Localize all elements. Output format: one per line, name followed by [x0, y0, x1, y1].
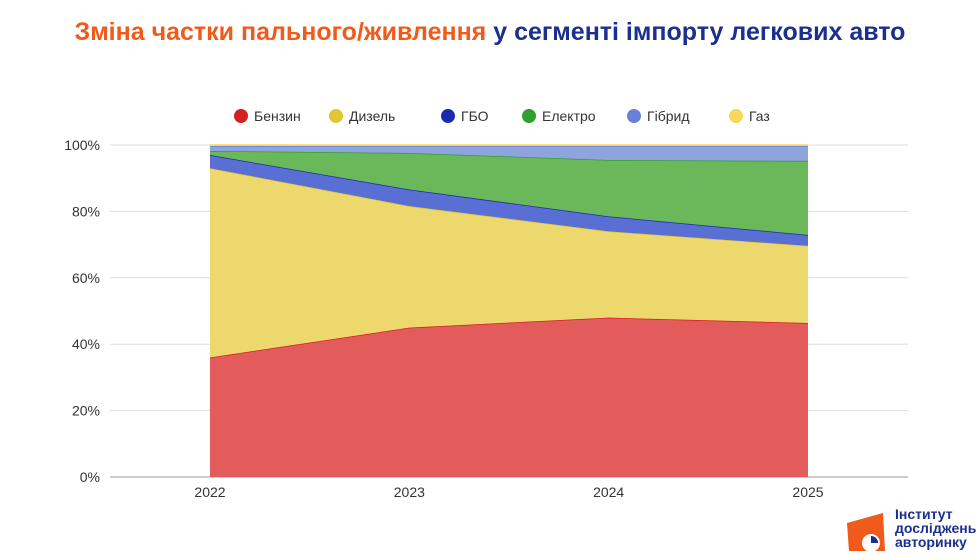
x-tick-label: 2023 — [394, 484, 425, 500]
y-tick-label: 100% — [64, 137, 100, 153]
chart-title: Зміна частки пального/живлення у сегмент… — [74, 18, 906, 46]
legend-marker — [627, 109, 641, 123]
area-Бензин — [210, 317, 808, 477]
legend-marker — [441, 109, 455, 123]
legend-marker — [329, 109, 343, 123]
legend-marker — [234, 109, 248, 123]
area-Дизель — [210, 168, 808, 358]
area-ГБО — [210, 154, 808, 246]
legend-label: Газ — [749, 108, 770, 124]
legend-label: Бензин — [254, 108, 301, 124]
legend-label: Електро — [542, 108, 596, 124]
legend-marker — [729, 109, 743, 123]
area-Електро — [210, 150, 808, 235]
legend-label: Дизель — [349, 108, 395, 124]
legend-marker — [522, 109, 536, 123]
x-tick-label: 2024 — [593, 484, 624, 500]
x-tick-label: 2022 — [194, 484, 225, 500]
y-tick-label: 80% — [72, 203, 100, 219]
x-tick-label: 2025 — [792, 484, 823, 500]
logo-icon — [847, 513, 885, 552]
logo: Інститут досліджень авторинку — [845, 505, 980, 557]
y-tick-label: 0% — [80, 469, 100, 485]
y-tick-label: 60% — [72, 270, 100, 286]
legend-label: Гібрид — [647, 108, 690, 124]
y-tick-label: 40% — [72, 336, 100, 352]
area-Гібрид — [210, 145, 808, 161]
legend-label: ГБО — [461, 108, 489, 124]
y-tick-label: 20% — [72, 403, 100, 419]
